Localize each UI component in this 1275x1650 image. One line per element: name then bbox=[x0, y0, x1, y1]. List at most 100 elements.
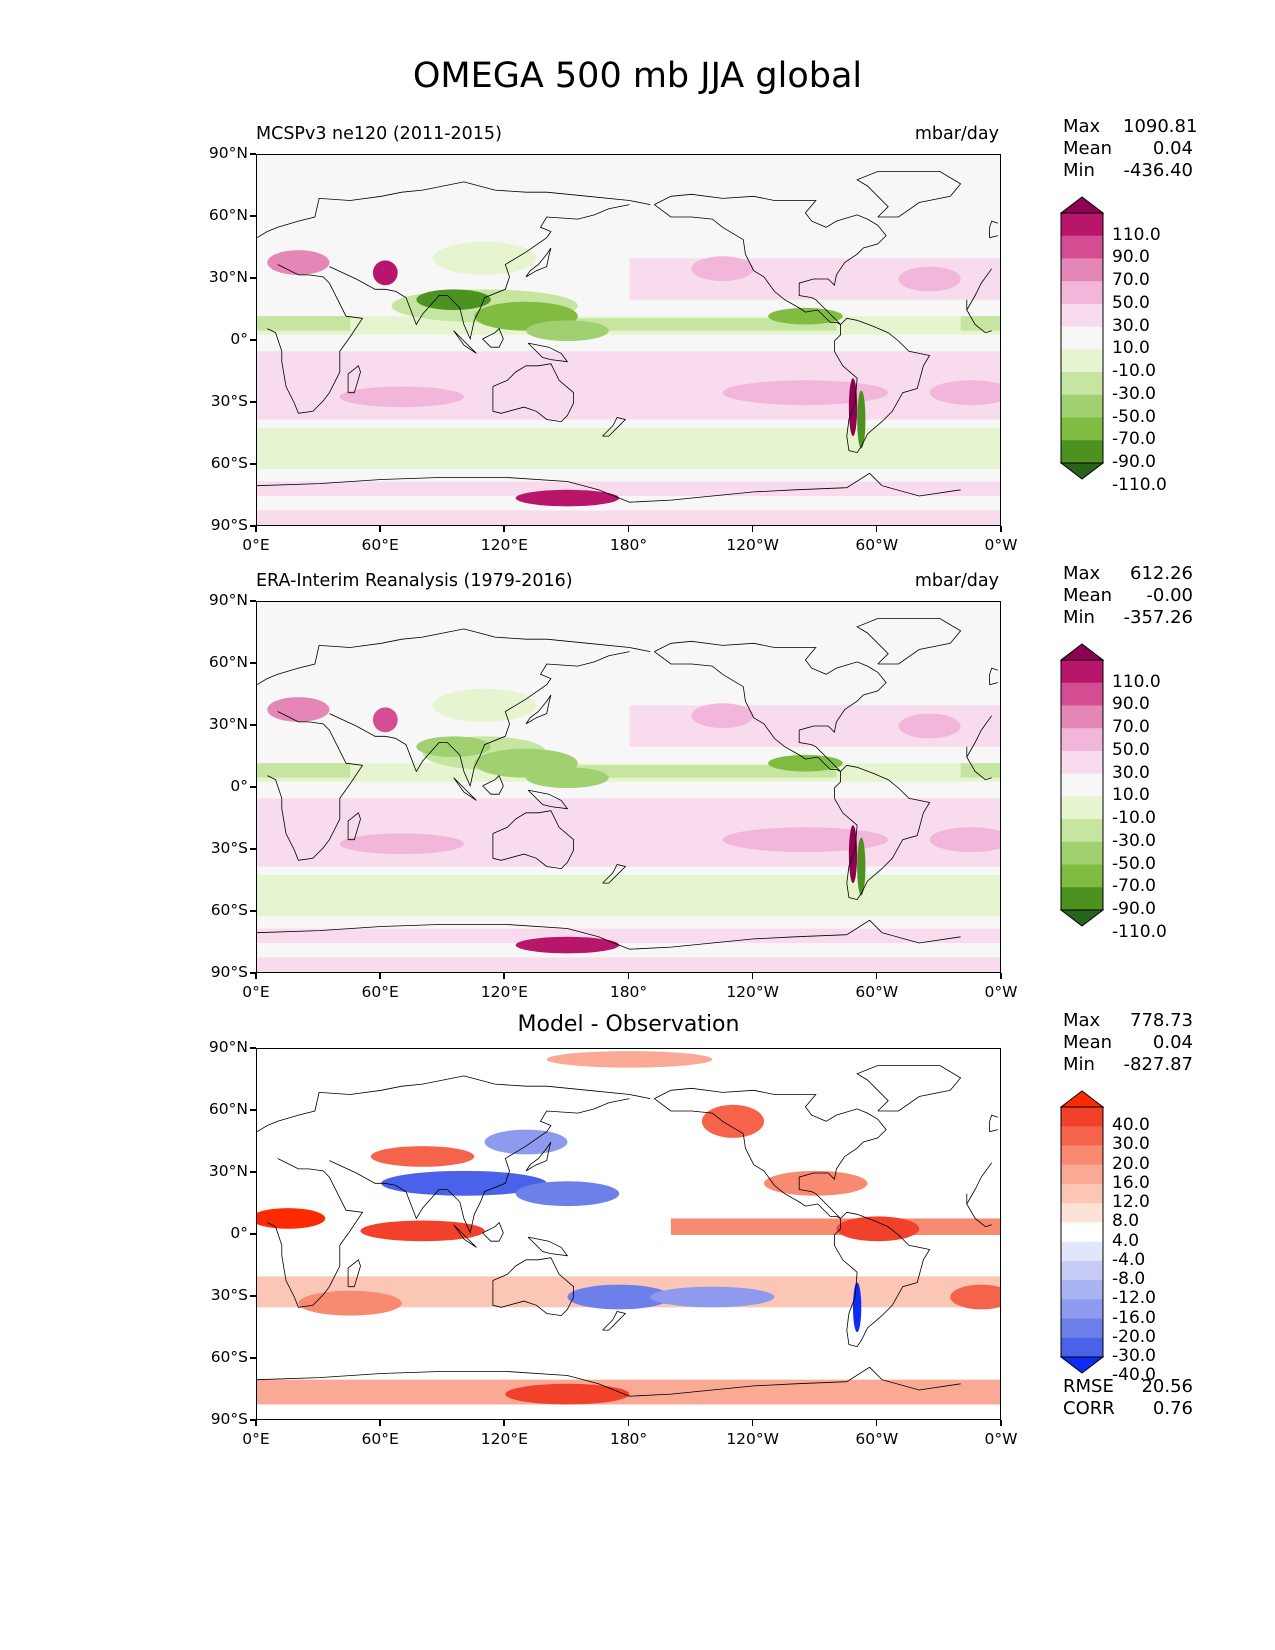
colorbar-level-label: 12.0 bbox=[1112, 1192, 1150, 1213]
y-tick bbox=[250, 1109, 256, 1111]
y-tick bbox=[250, 1295, 256, 1297]
colorbar-level-label: 16.0 bbox=[1112, 1172, 1150, 1193]
map-plot bbox=[256, 601, 1001, 973]
coastline bbox=[966, 746, 992, 781]
coastline bbox=[966, 299, 992, 334]
coastline bbox=[453, 330, 477, 354]
colorbar-segment bbox=[1061, 326, 1103, 350]
coastline bbox=[347, 1259, 361, 1288]
subsidence-iran bbox=[372, 707, 398, 733]
y-tick bbox=[250, 401, 256, 403]
colorbar-level-label: -40.0 bbox=[1112, 1365, 1156, 1386]
subsidence-azores bbox=[898, 713, 961, 739]
colorbar-segment bbox=[1061, 213, 1103, 237]
colorbar-segment bbox=[1061, 1337, 1103, 1358]
coastline bbox=[834, 317, 931, 454]
colorbar bbox=[1059, 196, 1105, 480]
coastline bbox=[989, 1129, 998, 1133]
x-tick bbox=[1000, 526, 1002, 532]
difference-antarctic-positive bbox=[505, 1383, 630, 1405]
x-tick bbox=[875, 526, 878, 532]
itcz-africa bbox=[257, 316, 351, 331]
colorbar-segment bbox=[1061, 1164, 1103, 1185]
y-tick-label: 30°N bbox=[208, 268, 248, 286]
colorbar-segment bbox=[1061, 1107, 1103, 1127]
coastline bbox=[482, 327, 504, 348]
colorbar-extend-bottom bbox=[1059, 1356, 1105, 1374]
stats-row-min: Min -827.87 bbox=[1063, 1054, 1193, 1076]
difference-band-antarctic bbox=[257, 1379, 1000, 1405]
metrics-row-corr: CORR 0.76 bbox=[1063, 1398, 1193, 1420]
x-tick-label: 60°E bbox=[361, 1430, 399, 1448]
coastline bbox=[257, 472, 961, 503]
difference-africa-positive bbox=[257, 1208, 326, 1229]
y-tick bbox=[250, 463, 256, 465]
x-tick-label: 180° bbox=[609, 536, 648, 554]
coastline bbox=[257, 919, 961, 950]
x-tick bbox=[751, 526, 754, 532]
stats-label: Mean bbox=[1063, 585, 1113, 606]
ascent-andes bbox=[857, 837, 866, 896]
ascent-bay-of-bengal bbox=[416, 289, 491, 310]
colorbar-level-label: -110.0 bbox=[1112, 474, 1167, 495]
colorbar-level-label: 50.0 bbox=[1112, 292, 1150, 313]
subsidence-indian-ocean bbox=[339, 386, 464, 408]
x-tick-label: 120°E bbox=[480, 983, 528, 1001]
itcz-atlantic bbox=[960, 763, 1000, 778]
colorbar-segment bbox=[1061, 1260, 1103, 1281]
y-tick bbox=[250, 215, 256, 217]
colorbar-segment bbox=[1061, 1280, 1103, 1300]
subsidence-andes bbox=[848, 825, 858, 884]
coastline bbox=[482, 1221, 504, 1242]
panel-test: MCSPv3 ne120 (2011-2015) mbar/day 90°N 60… bbox=[0, 0, 1275, 554]
y-tick-label: 30°N bbox=[208, 1162, 248, 1180]
colorbar-level-label: -70.0 bbox=[1112, 876, 1156, 897]
itcz-africa bbox=[257, 763, 351, 778]
x-tick-label: 180° bbox=[609, 983, 648, 1001]
x-tick bbox=[875, 973, 878, 979]
itcz-atlantic bbox=[960, 316, 1000, 331]
colorbar-level-label: 110.0 bbox=[1112, 224, 1161, 245]
y-tick-label: 30°S bbox=[210, 1286, 248, 1304]
x-tick-label: 0°E bbox=[242, 536, 270, 554]
colorbar-segment bbox=[1061, 1318, 1103, 1339]
coastline bbox=[347, 365, 361, 394]
coastline bbox=[257, 628, 651, 686]
y-tick-label: 0° bbox=[230, 777, 248, 795]
colorbar-segment bbox=[1061, 660, 1103, 684]
y-tick-label: 60°S bbox=[210, 454, 248, 472]
colorbar-level-label: -30.0 bbox=[1112, 1346, 1156, 1366]
colorbar-extend-top bbox=[1059, 1090, 1105, 1108]
panel-title: MCSPv3 ne120 (2011-2015) bbox=[256, 124, 502, 144]
stats-row-min: Min -436.40 bbox=[1063, 160, 1193, 182]
ascent-east-asia bbox=[432, 241, 537, 275]
metrics-value: 0.76 bbox=[1152, 1398, 1193, 1419]
difference-indian-positive bbox=[360, 1220, 485, 1242]
y-tick bbox=[250, 724, 256, 726]
y-tick bbox=[250, 1233, 256, 1235]
subsidence-band-polar bbox=[257, 510, 1000, 525]
colorbar-level-label: 90.0 bbox=[1112, 247, 1150, 268]
colorbar-level-label: 10.0 bbox=[1112, 338, 1150, 359]
itcz-pacific bbox=[567, 318, 837, 331]
stats-row-mean: Mean -0.00 bbox=[1063, 585, 1193, 607]
subsidence-azores bbox=[898, 266, 961, 292]
subsidence-band-antarctic bbox=[257, 481, 1000, 496]
metrics-row-rmse: RMSE 20.56 bbox=[1063, 1376, 1193, 1398]
figure-title: OMEGA 500 mb JJA global bbox=[412, 56, 863, 96]
coastline bbox=[482, 774, 504, 795]
metrics-value: 20.56 bbox=[1141, 1376, 1193, 1397]
colorbar-frame bbox=[1060, 212, 1104, 464]
colorbar-segment bbox=[1061, 705, 1103, 729]
y-tick-label: 60°N bbox=[208, 206, 248, 224]
x-tick bbox=[255, 526, 257, 532]
y-tick-label: 30°S bbox=[210, 839, 248, 857]
stats-value: 612.26 bbox=[1130, 563, 1193, 584]
coastline bbox=[267, 1158, 364, 1308]
coastline bbox=[267, 711, 364, 861]
x-tick bbox=[627, 973, 629, 979]
difference-northeast-asia bbox=[484, 1129, 568, 1155]
ascent-bay-of-bengal bbox=[416, 736, 491, 757]
stats-label: Min bbox=[1063, 607, 1095, 628]
x-tick bbox=[751, 1420, 754, 1426]
